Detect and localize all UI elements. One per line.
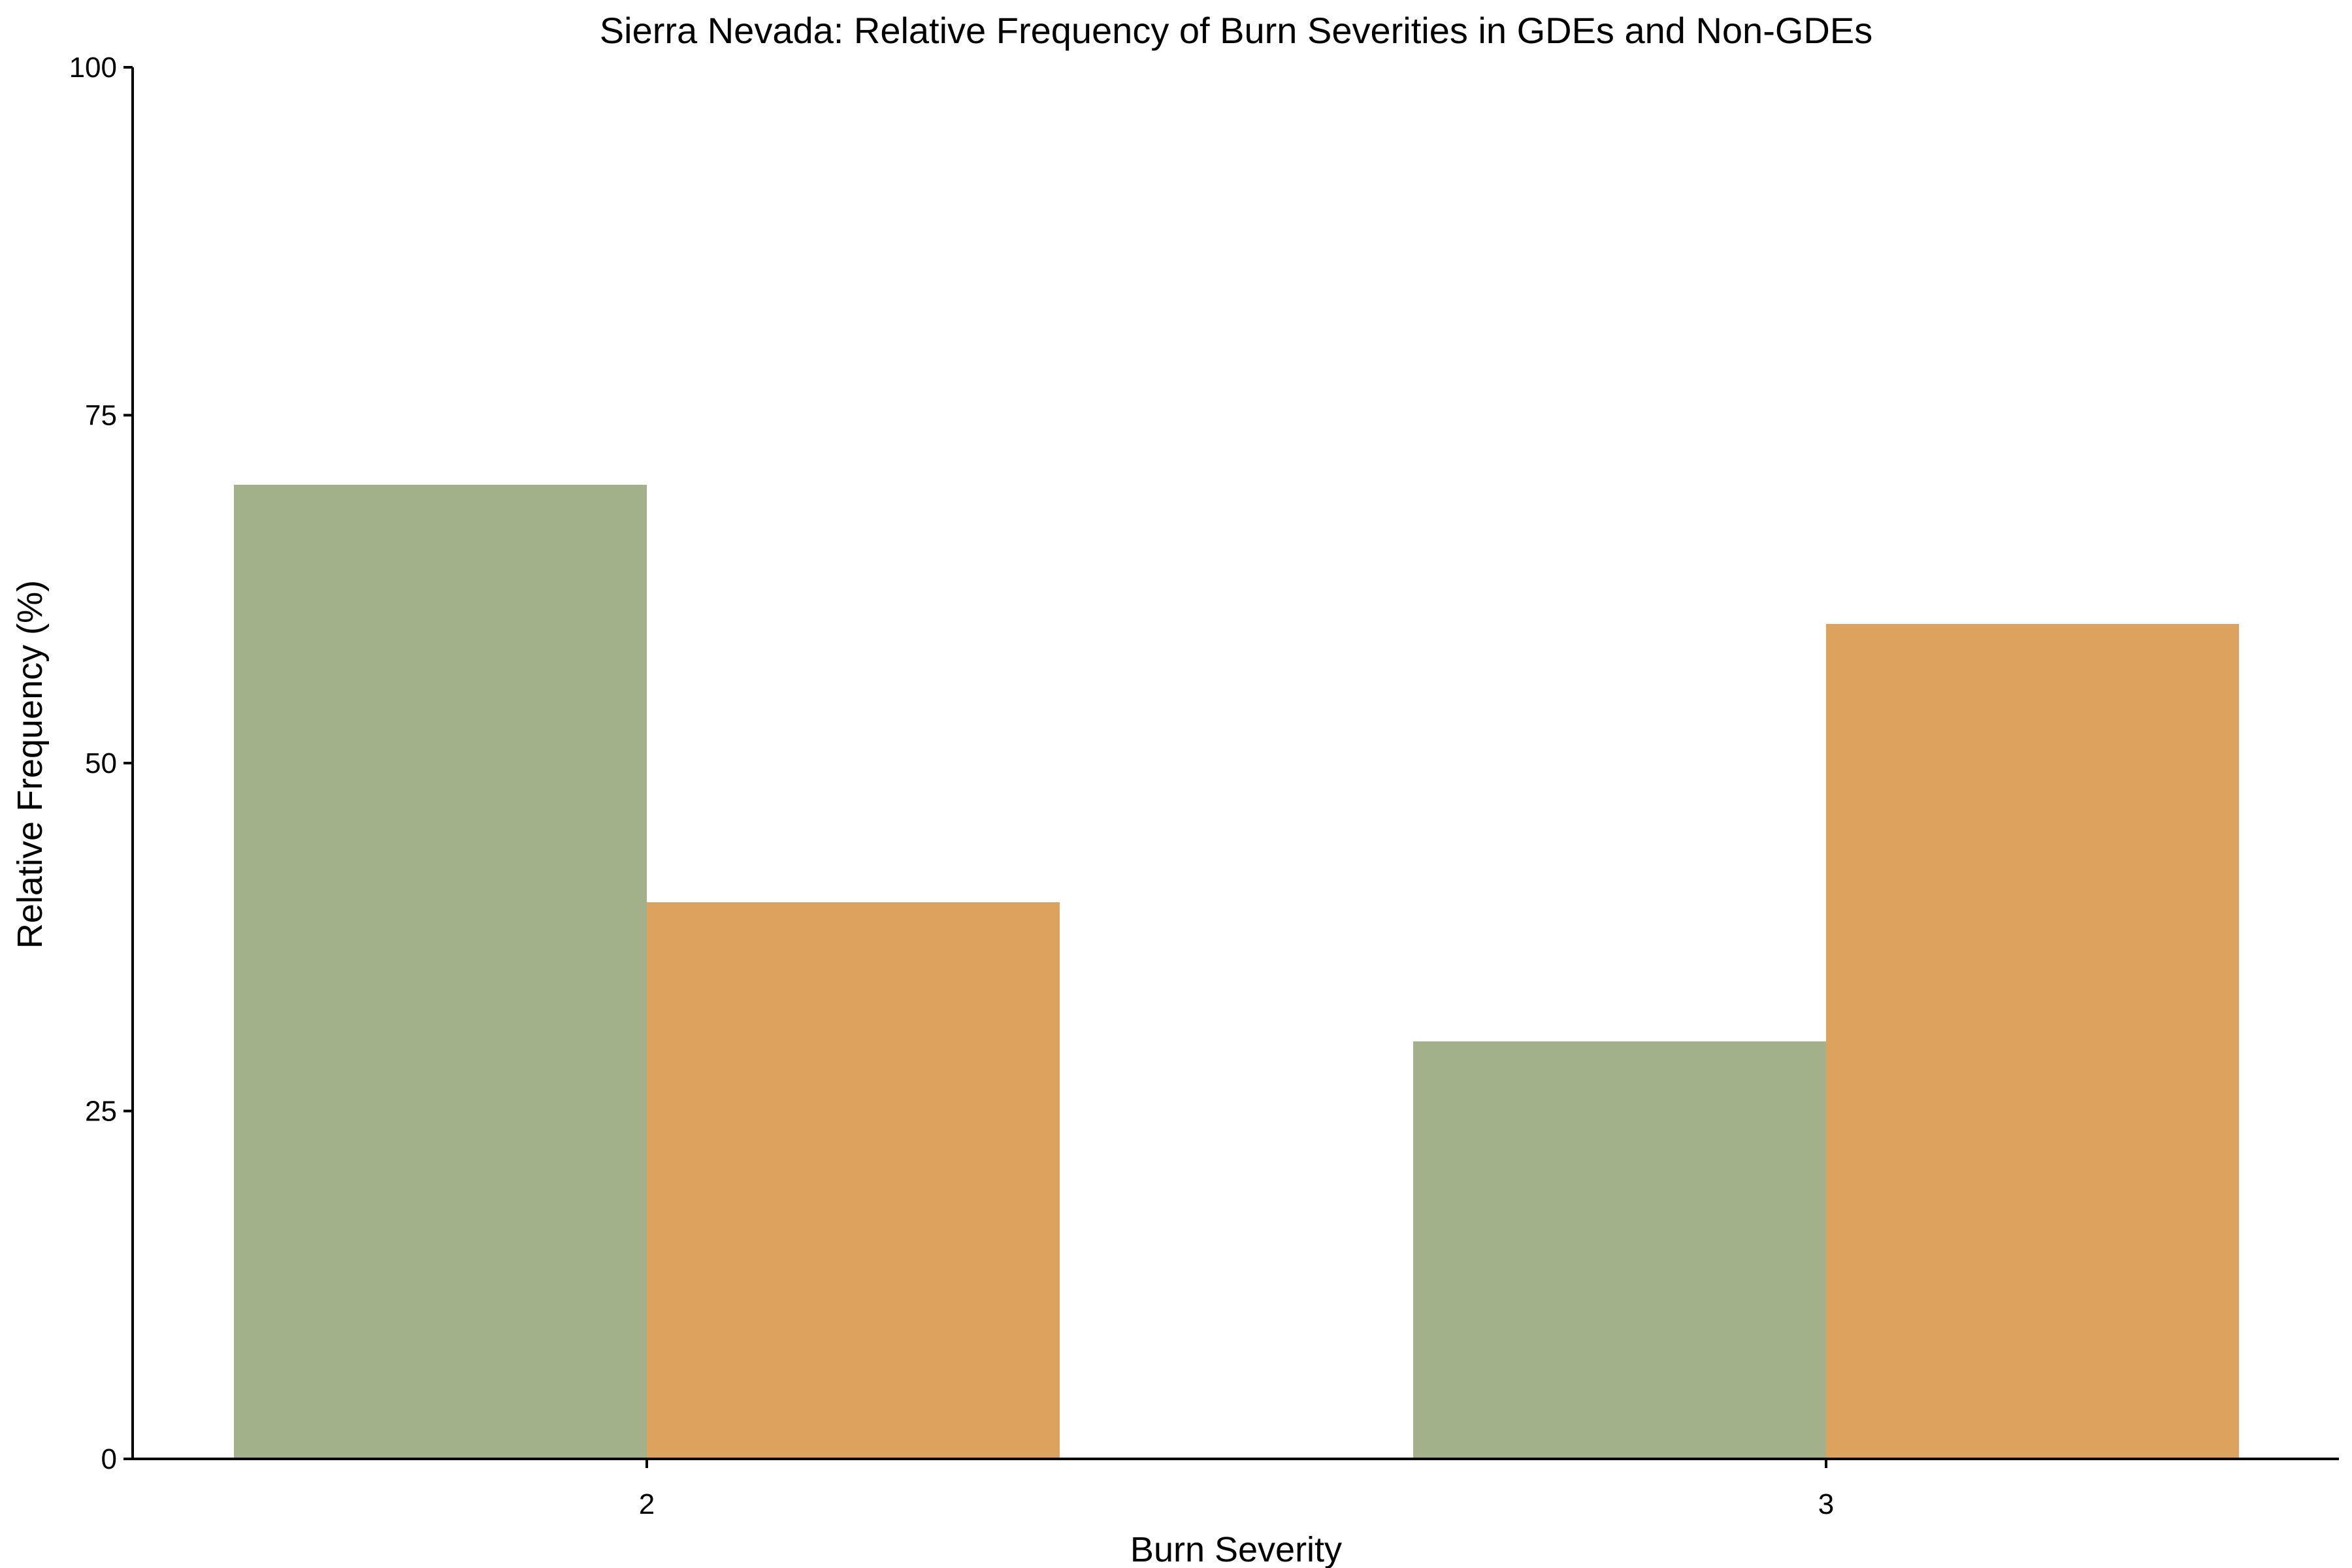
bar-series1-cat-3: [1413, 1041, 1826, 1459]
bars-group: [234, 485, 2239, 1459]
x-tick-label: 3: [1818, 1488, 1834, 1520]
bar-series1-cat-2: [234, 485, 647, 1459]
y-tick-label: 25: [85, 1096, 117, 1128]
y-tick-label: 50: [85, 747, 117, 779]
y-tick-label: 100: [69, 52, 117, 84]
chart-title: Sierra Nevada: Relative Frequency of Bur…: [600, 10, 1872, 51]
bar-series2-cat-2: [647, 902, 1060, 1459]
y-axis-ticks: 0 25 50 75 100: [69, 52, 133, 1475]
x-tick-label: 2: [639, 1488, 655, 1520]
x-axis-title: Burn Severity: [1130, 1530, 1342, 1568]
y-axis-title: Relative Frequency (%): [10, 580, 50, 949]
y-tick-label: 0: [101, 1443, 117, 1475]
y-tick-label: 75: [85, 400, 117, 432]
bar-series2-cat-3: [1826, 624, 2239, 1459]
